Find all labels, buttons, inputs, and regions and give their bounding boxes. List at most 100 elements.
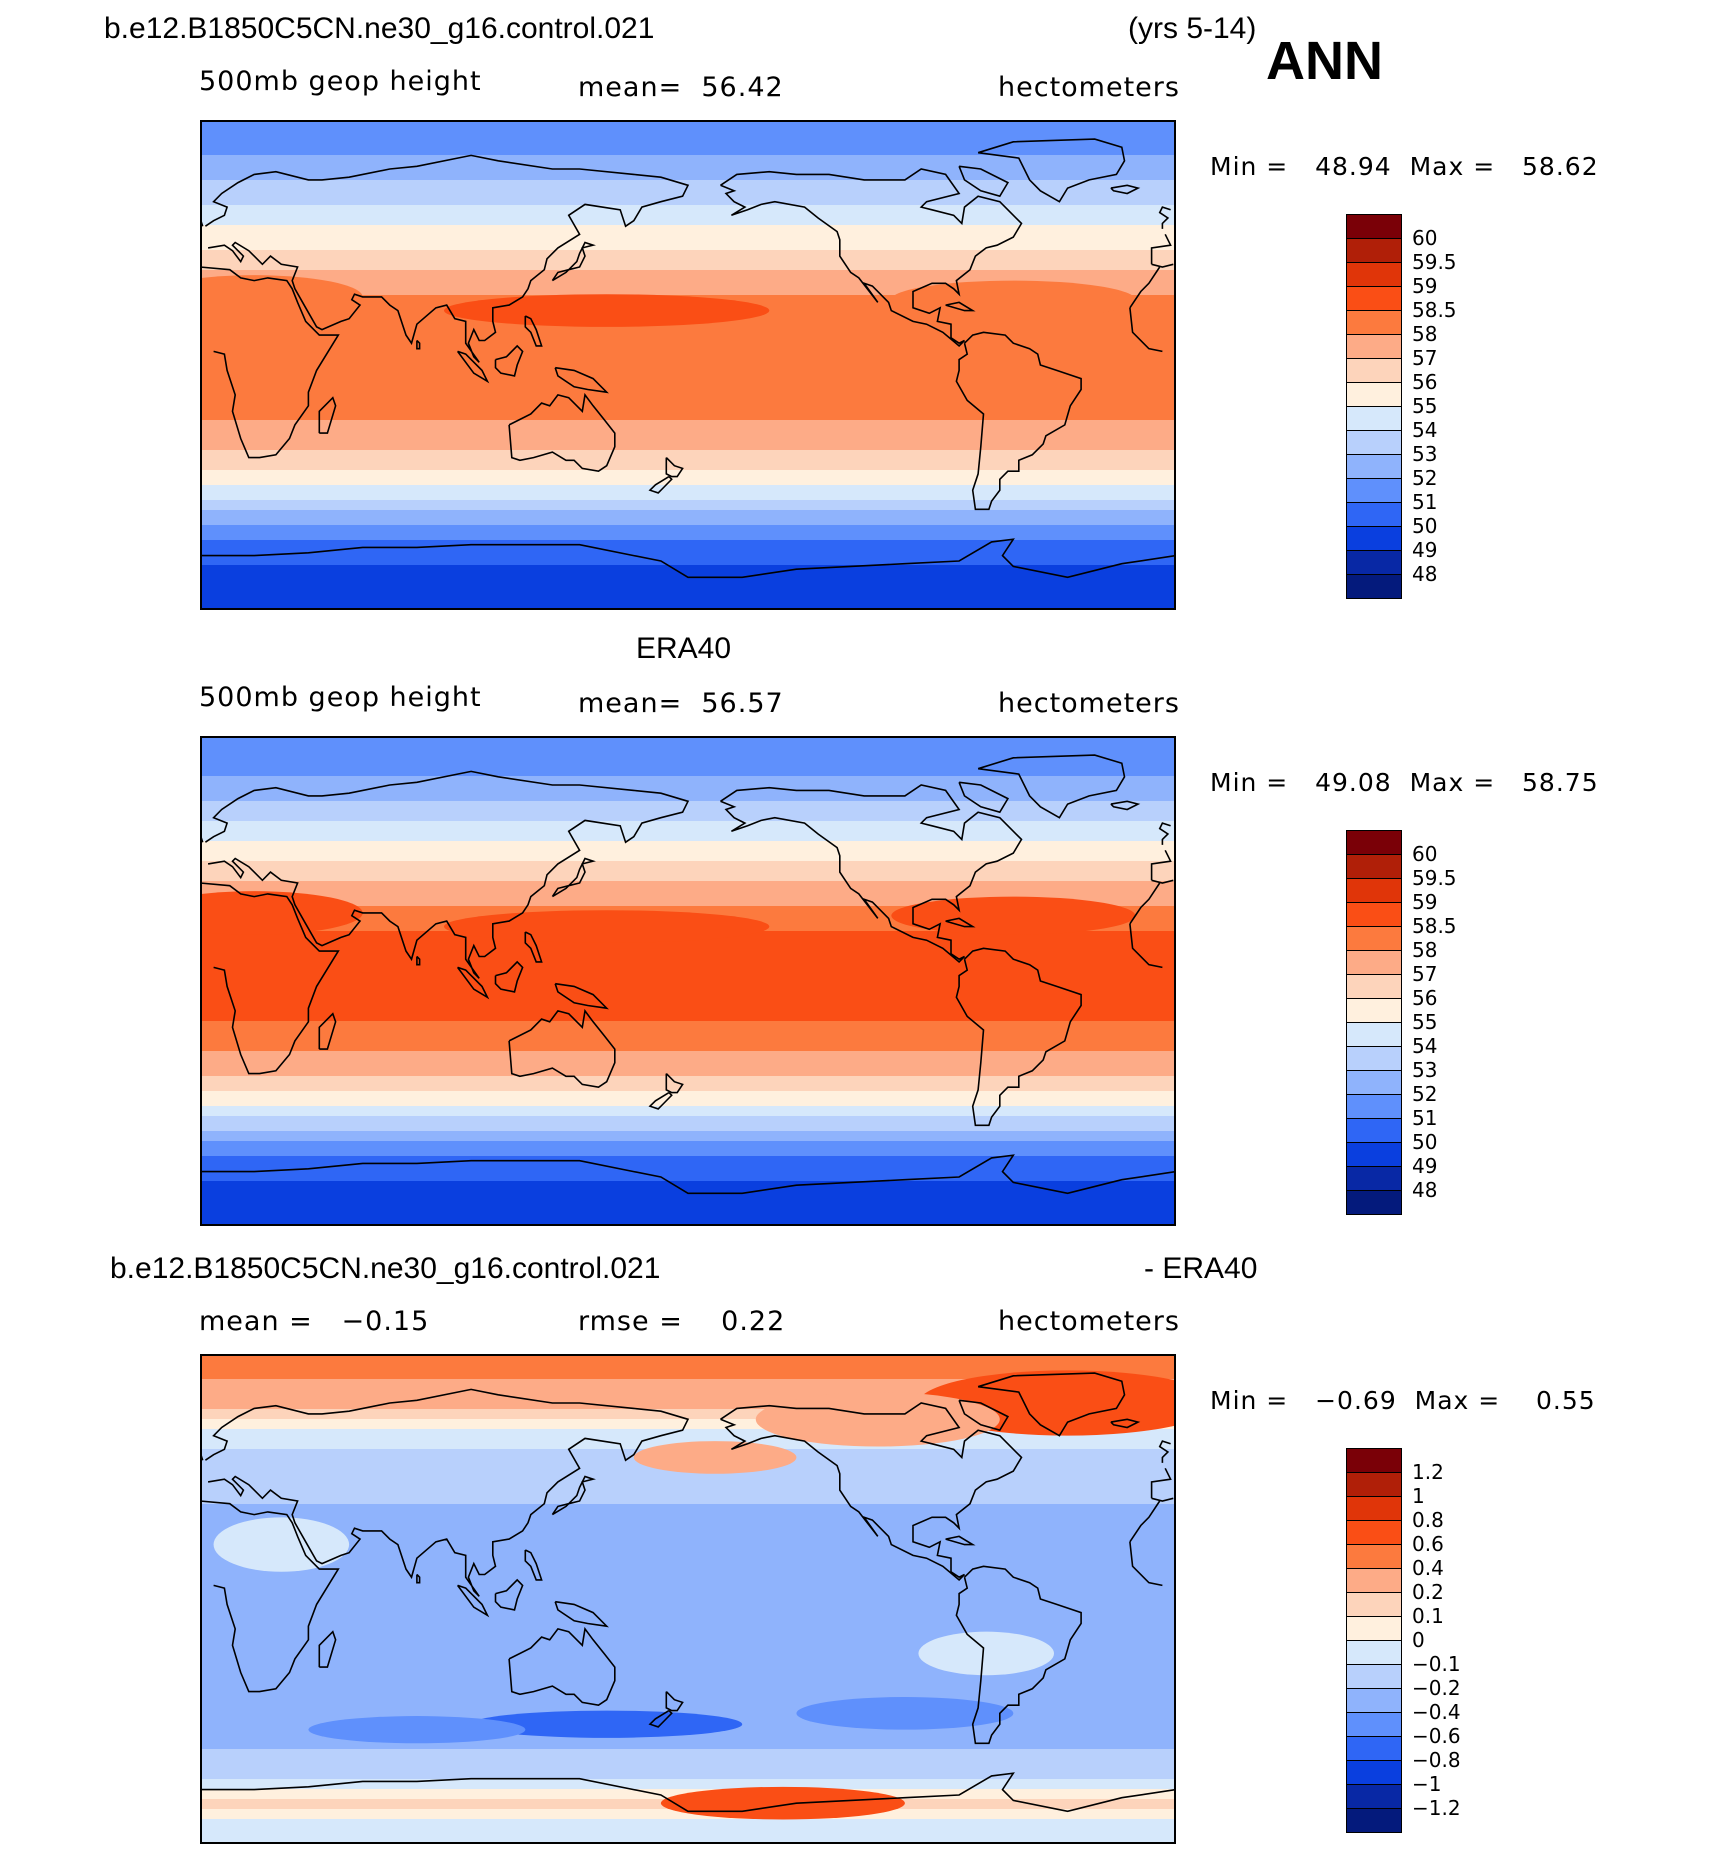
coastline-sriLanka [416, 339, 421, 350]
colorbar-swatch [1346, 1664, 1402, 1689]
field-band [200, 891, 1176, 897]
field-band [200, 1096, 1176, 1102]
coastline-iceland [1110, 1418, 1141, 1429]
colorbar-swatch [1346, 238, 1402, 263]
field-band [200, 340, 1176, 346]
field-band [200, 1699, 1176, 1705]
field-band [200, 986, 1176, 992]
coastline-baffin [958, 165, 1010, 198]
field-band [200, 180, 1176, 186]
panel1-mean-value: 56.42 [701, 72, 784, 103]
field-band [200, 1749, 1176, 1755]
field-band [200, 901, 1176, 907]
coastline-sumatra [456, 350, 490, 384]
colorbar-swatch [1346, 382, 1402, 407]
field-band [200, 1424, 1176, 1430]
field-band [200, 951, 1176, 957]
field-band [200, 1644, 1176, 1650]
field-band [200, 1634, 1176, 1640]
field-band [200, 1674, 1176, 1680]
field-band [200, 1056, 1176, 1062]
colorbar-swatch [1346, 1808, 1402, 1833]
coastline-australia [508, 392, 616, 473]
coastline-philippines [524, 931, 543, 963]
colorbar-swatch [1346, 1190, 1402, 1215]
field-band [200, 1549, 1176, 1555]
field-band [200, 861, 1176, 867]
field-band [200, 130, 1176, 136]
colorbar-label: −0.8 [1412, 1748, 1461, 1772]
panel3-map [200, 1354, 1176, 1844]
colorbar-swatch [1346, 1520, 1402, 1545]
colorbar-label: 0.1 [1412, 1604, 1444, 1628]
field-band [200, 280, 1176, 286]
panel2-variable: 500mb geop height [199, 682, 482, 713]
panel1-mean-label: mean= [578, 72, 683, 103]
field-band [200, 1126, 1176, 1132]
coastline-baffin [958, 1399, 1010, 1432]
colorbar-label: 58.5 [1412, 298, 1457, 322]
field-band [200, 1051, 1176, 1057]
field-band [200, 450, 1176, 456]
field-band [200, 475, 1176, 481]
field-band [200, 465, 1176, 471]
field-band [200, 836, 1176, 842]
field-band [200, 1399, 1176, 1405]
field-band [200, 831, 1176, 837]
panel3-title: b.e12.B1850C5CN.ne30_g16.control.021 [110, 1252, 661, 1285]
coastline-newZealand [665, 457, 684, 478]
field-band [200, 435, 1176, 441]
field-band [200, 1151, 1176, 1157]
field-band [200, 1409, 1176, 1415]
field-band [200, 1649, 1176, 1655]
colorbar-label: 52 [1412, 466, 1438, 490]
coastline-borneo [494, 344, 524, 377]
anomaly-feature [471, 1710, 743, 1738]
panel2-map [200, 736, 1176, 1226]
field-band [200, 1166, 1176, 1172]
field-band [200, 120, 1176, 126]
field-band [200, 1819, 1176, 1825]
field-band [200, 535, 1176, 541]
colorbar-swatch [1346, 214, 1402, 239]
colorbar-label: −0.1 [1412, 1652, 1461, 1676]
coastline-australia [508, 1008, 616, 1089]
field-band [200, 470, 1176, 476]
high-feature [891, 896, 1136, 935]
field-band [200, 1509, 1176, 1515]
field-band [200, 756, 1176, 762]
colorbar-swatch [1346, 902, 1402, 927]
colorbar-swatch [1346, 454, 1402, 479]
field-band [200, 1769, 1176, 1775]
field-band [200, 1066, 1176, 1072]
field-band [200, 1514, 1176, 1520]
field-band [200, 1544, 1176, 1550]
coastline-greenland [977, 1372, 1126, 1437]
colorbar-swatch [1346, 1094, 1402, 1119]
field-band [200, 1439, 1176, 1445]
field-band [200, 170, 1176, 176]
field-band [200, 1171, 1176, 1177]
colorbar-swatch [1346, 1736, 1402, 1761]
colorbar-swatch [1346, 1688, 1402, 1713]
panel1-units: hectometers [998, 72, 1180, 103]
field-band [200, 190, 1176, 196]
field-band [200, 565, 1176, 571]
coastline-britain [1158, 206, 1171, 229]
panel3-mean-value: −0.15 [341, 1306, 430, 1337]
colorbar-swatch [1346, 550, 1402, 575]
field-band [200, 946, 1176, 952]
field-band [200, 195, 1176, 201]
coastline-eurasia [204, 770, 690, 979]
panel3-rmse-value: 0.22 [721, 1306, 786, 1337]
colorbar-label: 53 [1412, 442, 1438, 466]
field-band [200, 545, 1176, 551]
colorbar-swatch [1346, 830, 1402, 855]
field-band [200, 260, 1176, 266]
coastline-eurasia [204, 1388, 690, 1597]
colorbar-label: 55 [1412, 1010, 1438, 1034]
field-band [200, 560, 1176, 566]
field-band [200, 250, 1176, 256]
colorbar-label: 54 [1412, 418, 1438, 442]
field-band [200, 1181, 1176, 1187]
